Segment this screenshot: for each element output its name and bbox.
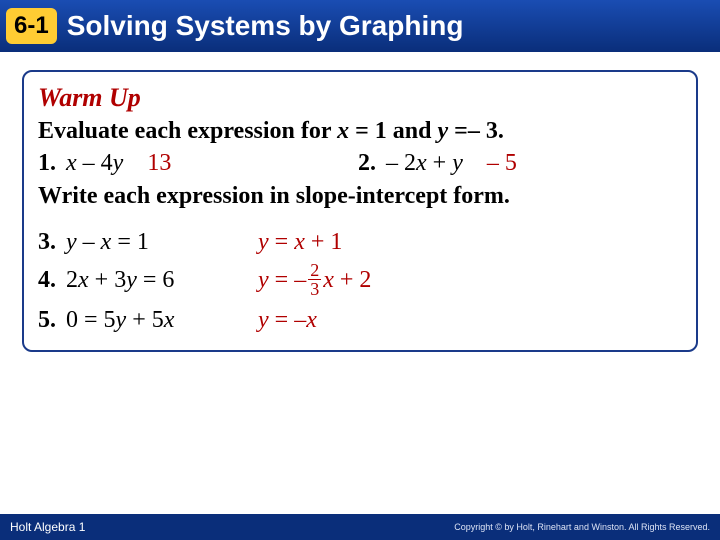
q2: 2. – 2x + y – 5 bbox=[358, 147, 517, 179]
q3-d: = 1 bbox=[111, 229, 149, 255]
q2-answer: – 5 bbox=[487, 150, 517, 176]
q2-x: x bbox=[416, 150, 427, 176]
q3-num: 3. bbox=[38, 229, 56, 255]
footer-bar: Holt Algebra 1 Copyright © by Holt, Rine… bbox=[0, 514, 720, 540]
q3-x: x bbox=[101, 229, 112, 255]
q2-num: 2. bbox=[358, 150, 376, 176]
q1-num: 1. bbox=[38, 150, 56, 176]
q4-e: = 6 bbox=[137, 267, 175, 293]
q3-y: y bbox=[66, 229, 77, 255]
lesson-badge: 6-1 bbox=[6, 8, 57, 44]
q4-answer: y = –23x + 2 bbox=[258, 263, 371, 300]
q4-ans-d: + 2 bbox=[334, 267, 372, 293]
q4-frac-bot: 3 bbox=[308, 280, 321, 298]
q4-x: x bbox=[78, 267, 89, 293]
warmup-title: Warm Up bbox=[38, 80, 682, 115]
q4-frac-top: 2 bbox=[308, 261, 321, 280]
instr1-a: Evaluate each expression for bbox=[38, 118, 337, 144]
q4-frac: 23 bbox=[308, 261, 321, 298]
instr1-x: x bbox=[337, 118, 349, 144]
content-box: Warm Up Evaluate each expression for x =… bbox=[22, 70, 698, 352]
footer-left: Holt Algebra 1 bbox=[10, 520, 85, 534]
q4-y: y bbox=[126, 267, 137, 293]
q3: 3. y – x = 1 y = x + 1 bbox=[38, 226, 682, 258]
q1-b: – 4 bbox=[77, 150, 113, 176]
q3-ans-y: y bbox=[258, 229, 269, 255]
footer-right: Copyright © by Holt, Rinehart and Winsto… bbox=[454, 522, 710, 532]
q4-ans-x: x bbox=[323, 267, 334, 293]
q3-b: – bbox=[77, 229, 101, 255]
q1-y: y bbox=[113, 150, 124, 176]
q5-x: x bbox=[164, 307, 175, 333]
instruction-1: Evaluate each expression for x = 1 and y… bbox=[38, 115, 682, 147]
q4-c: + 3 bbox=[89, 267, 127, 293]
q5-answer: y = –x bbox=[258, 304, 317, 336]
instr1-c: = 1 and bbox=[349, 118, 437, 144]
q4-a: 2 bbox=[60, 267, 78, 293]
instruction-2: Write each expression in slope-intercept… bbox=[38, 180, 682, 212]
q5-ans-b: = – bbox=[269, 307, 307, 333]
q3-ans-d: + 1 bbox=[305, 229, 343, 255]
instr1-y: y bbox=[437, 118, 448, 144]
q5-a: 0 = 5 bbox=[60, 307, 116, 333]
q4: 4. 2x + 3y = 6 y = –23x + 2 bbox=[38, 263, 682, 300]
q4-ans-y: y bbox=[258, 267, 269, 293]
header-bar: 6-1 Solving Systems by Graphing bbox=[0, 0, 720, 52]
row-q1-q2: 1. x – 4y 13 2. – 2x + y – 5 bbox=[38, 147, 682, 179]
q5: 5. 0 = 5y + 5x y = –x bbox=[38, 304, 682, 336]
q2-a: – 2 bbox=[380, 150, 416, 176]
q3-ans-b: = bbox=[269, 229, 295, 255]
header-title: Solving Systems by Graphing bbox=[67, 10, 464, 42]
q1-x: x bbox=[66, 150, 77, 176]
q5-y: y bbox=[116, 307, 127, 333]
instr1-e: =– 3. bbox=[448, 118, 504, 144]
q4-num: 4. bbox=[38, 267, 56, 293]
q4-ans-eq: = bbox=[269, 267, 295, 293]
q3-ans-x: x bbox=[294, 229, 305, 255]
q5-num: 5. bbox=[38, 307, 56, 333]
q2-c: + bbox=[427, 150, 453, 176]
q2-y: y bbox=[452, 150, 463, 176]
q5-ans-x: x bbox=[306, 307, 317, 333]
q1: 1. x – 4y 13 bbox=[38, 147, 358, 179]
q5-ans-y: y bbox=[258, 307, 269, 333]
q3-answer: y = x + 1 bbox=[258, 226, 342, 258]
q1-answer: 13 bbox=[147, 150, 171, 176]
q5-c: + 5 bbox=[126, 307, 164, 333]
q4-neg: – bbox=[294, 267, 306, 293]
